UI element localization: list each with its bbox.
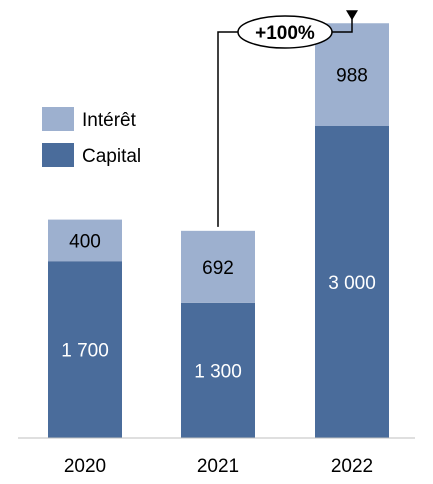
data-label-capital-2020: 1 700 bbox=[61, 341, 109, 362]
data-label-intrt-2022: 988 bbox=[336, 66, 368, 87]
data-label-capital-2021: 1 300 bbox=[194, 361, 242, 382]
data-label-capital-2022: 3 000 bbox=[328, 273, 376, 294]
x-tick-label-2020: 2020 bbox=[64, 456, 106, 477]
growth-annotation-label: +100% bbox=[255, 23, 315, 44]
legend-label-intrt: Intérêt bbox=[82, 110, 137, 131]
bar-segment-capital-2021 bbox=[181, 302, 255, 438]
x-tick-label-2022: 2022 bbox=[331, 456, 373, 477]
growth-arrow-head bbox=[346, 10, 358, 21]
bar-segment-capital-2022 bbox=[315, 126, 389, 438]
growth-annotation-oval bbox=[237, 15, 333, 49]
data-label-intrt-2020: 400 bbox=[69, 231, 101, 252]
legend-swatch-capital bbox=[42, 143, 74, 167]
legend-swatch-intrt bbox=[42, 107, 74, 131]
bar-segment-intrt-2020 bbox=[48, 219, 122, 262]
data-label-intrt-2021: 692 bbox=[202, 258, 234, 279]
legend-label-capital: Capital bbox=[82, 146, 141, 167]
bar-segment-capital-2020 bbox=[48, 261, 122, 438]
bar-segment-intrt-2021 bbox=[181, 230, 255, 303]
bar-segment-intrt-2022 bbox=[315, 23, 389, 126]
x-tick-label-2021: 2021 bbox=[197, 456, 239, 477]
